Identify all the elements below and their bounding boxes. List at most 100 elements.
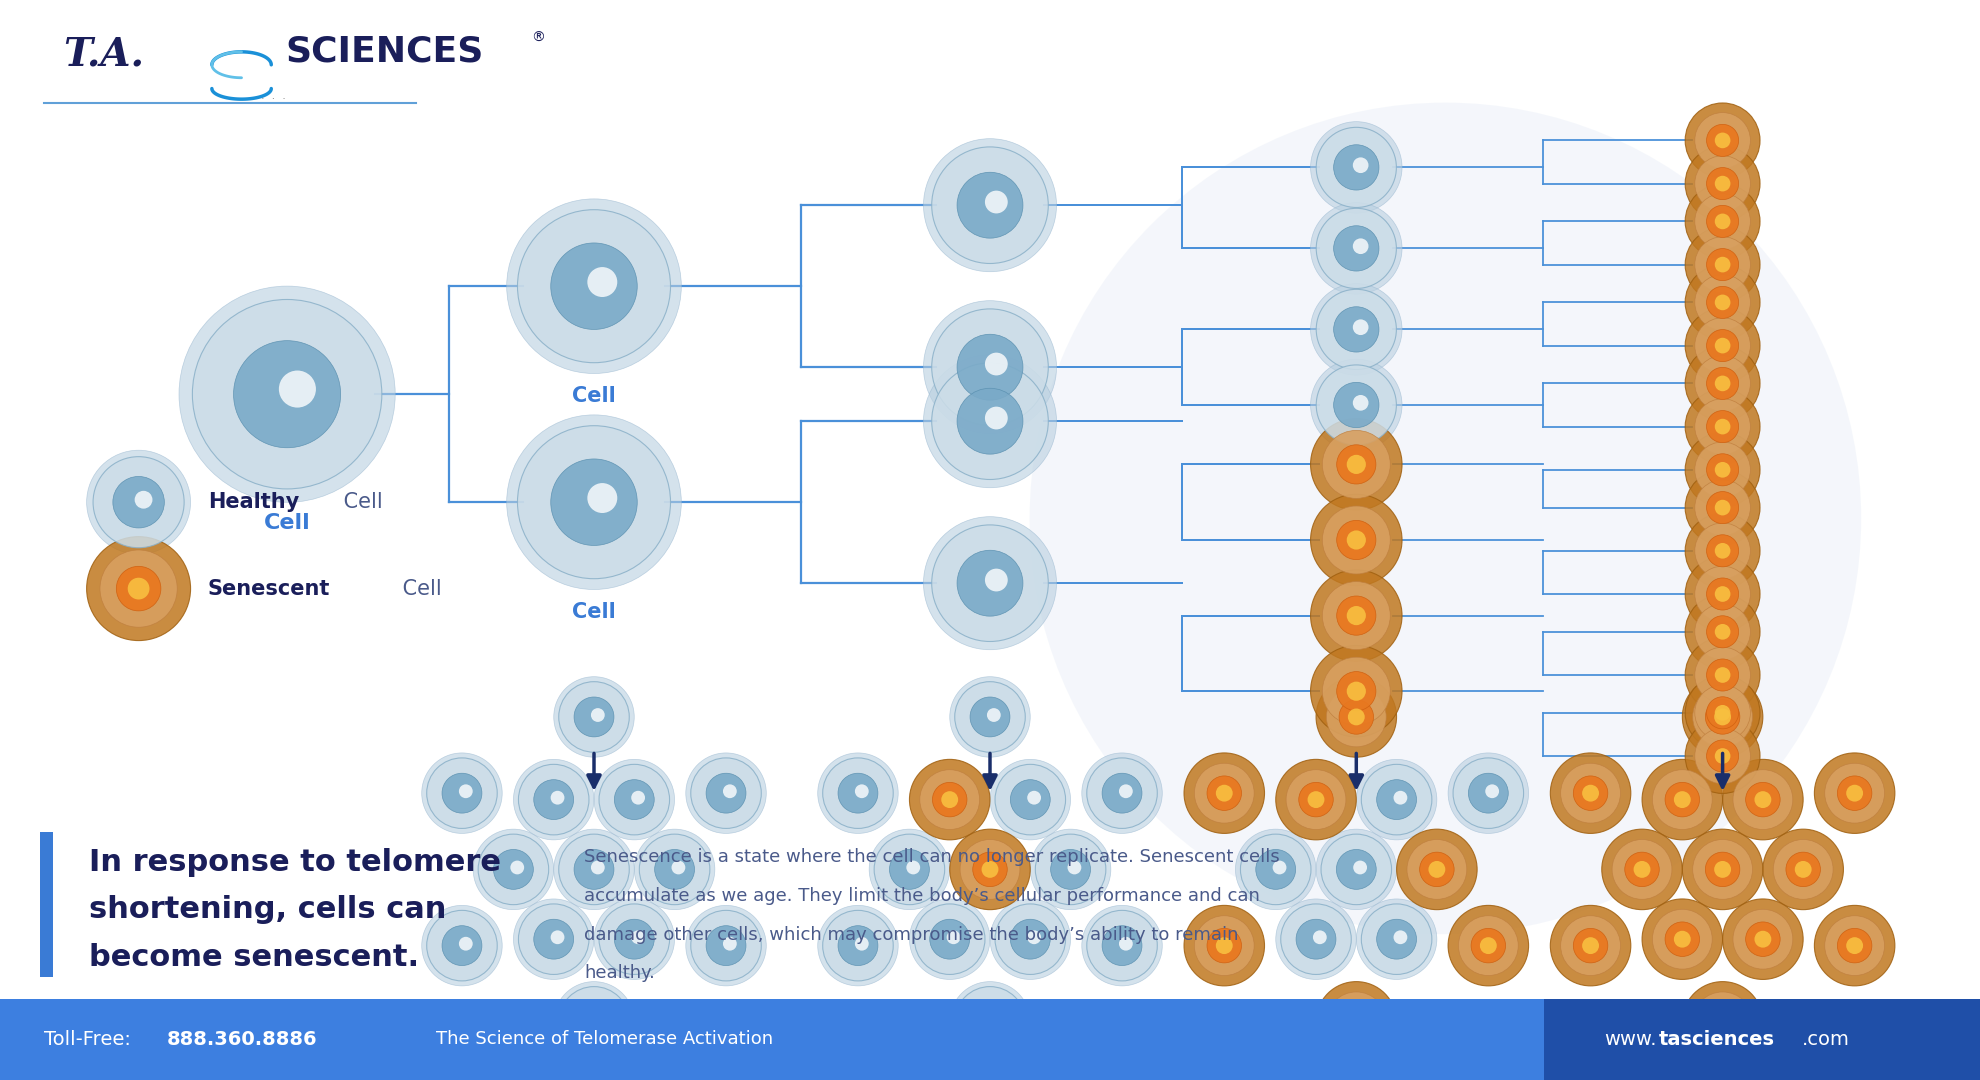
Ellipse shape <box>1695 647 1750 703</box>
Ellipse shape <box>1028 791 1041 805</box>
Ellipse shape <box>655 850 695 889</box>
Ellipse shape <box>554 982 634 1062</box>
Text: tasciences: tasciences <box>1659 1030 1776 1049</box>
Ellipse shape <box>1560 916 1620 975</box>
Text: www.: www. <box>1604 1030 1657 1049</box>
Ellipse shape <box>1236 829 1317 909</box>
Ellipse shape <box>1695 193 1750 249</box>
Ellipse shape <box>984 191 1008 214</box>
Ellipse shape <box>1707 697 1738 729</box>
Ellipse shape <box>1582 785 1600 801</box>
Ellipse shape <box>1323 582 1390 649</box>
Ellipse shape <box>1335 226 1378 271</box>
Ellipse shape <box>923 516 1057 650</box>
Ellipse shape <box>1762 829 1843 909</box>
Ellipse shape <box>1317 677 1396 757</box>
Ellipse shape <box>1707 454 1738 486</box>
Ellipse shape <box>1707 286 1738 319</box>
Ellipse shape <box>1685 432 1760 508</box>
Ellipse shape <box>1317 365 1396 445</box>
Ellipse shape <box>1786 852 1820 887</box>
Ellipse shape <box>1307 792 1325 808</box>
Ellipse shape <box>535 919 574 959</box>
Ellipse shape <box>1715 586 1731 602</box>
Ellipse shape <box>1695 156 1750 212</box>
Ellipse shape <box>996 765 1065 835</box>
Ellipse shape <box>685 753 766 834</box>
Ellipse shape <box>574 697 614 737</box>
Text: Cell: Cell <box>572 602 616 622</box>
Ellipse shape <box>923 354 1057 488</box>
Ellipse shape <box>1582 937 1600 954</box>
Ellipse shape <box>1471 929 1505 963</box>
Ellipse shape <box>923 300 1057 434</box>
Ellipse shape <box>984 353 1008 376</box>
Ellipse shape <box>129 578 150 599</box>
Ellipse shape <box>1707 578 1738 610</box>
Ellipse shape <box>234 340 341 448</box>
Text: ·  ·  ·: · · · <box>261 94 287 105</box>
Ellipse shape <box>1685 146 1760 221</box>
Ellipse shape <box>1394 791 1408 805</box>
Ellipse shape <box>1216 937 1234 954</box>
Ellipse shape <box>1194 764 1253 823</box>
Ellipse shape <box>1335 382 1378 428</box>
Ellipse shape <box>590 708 604 721</box>
Ellipse shape <box>99 550 178 627</box>
Ellipse shape <box>1184 753 1265 834</box>
Ellipse shape <box>558 681 630 752</box>
Text: Toll-Free:: Toll-Free: <box>44 1030 137 1049</box>
Ellipse shape <box>1715 705 1731 720</box>
Ellipse shape <box>1356 899 1437 980</box>
Ellipse shape <box>1695 399 1750 455</box>
Ellipse shape <box>1715 1013 1731 1030</box>
Ellipse shape <box>1715 708 1731 726</box>
Ellipse shape <box>550 791 564 805</box>
Ellipse shape <box>1208 775 1241 810</box>
Ellipse shape <box>554 677 634 757</box>
Ellipse shape <box>1685 308 1760 383</box>
Text: Cell: Cell <box>572 386 616 406</box>
Ellipse shape <box>1479 937 1497 954</box>
Ellipse shape <box>855 784 869 798</box>
Ellipse shape <box>909 899 990 980</box>
Ellipse shape <box>1707 616 1738 648</box>
Ellipse shape <box>1338 1004 1374 1039</box>
Ellipse shape <box>519 765 588 835</box>
Ellipse shape <box>1707 535 1738 567</box>
Ellipse shape <box>1275 759 1356 840</box>
Ellipse shape <box>907 861 921 875</box>
Ellipse shape <box>1695 274 1750 330</box>
Ellipse shape <box>1695 355 1750 411</box>
Ellipse shape <box>554 829 634 909</box>
Ellipse shape <box>1634 861 1651 878</box>
Ellipse shape <box>933 525 1047 642</box>
Ellipse shape <box>954 681 1026 752</box>
Ellipse shape <box>1837 775 1871 810</box>
Ellipse shape <box>1693 839 1752 900</box>
Ellipse shape <box>1665 922 1699 957</box>
Ellipse shape <box>1612 839 1671 900</box>
Ellipse shape <box>1103 773 1142 813</box>
Ellipse shape <box>1794 861 1812 878</box>
FancyBboxPatch shape <box>1544 999 1980 1080</box>
Ellipse shape <box>933 363 1047 480</box>
Ellipse shape <box>1311 122 1402 213</box>
Ellipse shape <box>1707 124 1738 157</box>
Ellipse shape <box>1685 470 1760 545</box>
Ellipse shape <box>956 334 1024 401</box>
Ellipse shape <box>1321 834 1392 905</box>
Ellipse shape <box>1695 685 1750 741</box>
Ellipse shape <box>1362 904 1432 974</box>
Ellipse shape <box>93 457 184 548</box>
Ellipse shape <box>550 459 638 545</box>
Ellipse shape <box>1453 758 1523 828</box>
Ellipse shape <box>507 415 681 590</box>
Ellipse shape <box>933 782 966 816</box>
Ellipse shape <box>1348 708 1364 726</box>
Ellipse shape <box>1845 937 1863 954</box>
Ellipse shape <box>574 1002 614 1042</box>
Ellipse shape <box>428 758 497 828</box>
Ellipse shape <box>1695 318 1750 374</box>
Ellipse shape <box>986 1013 1000 1027</box>
